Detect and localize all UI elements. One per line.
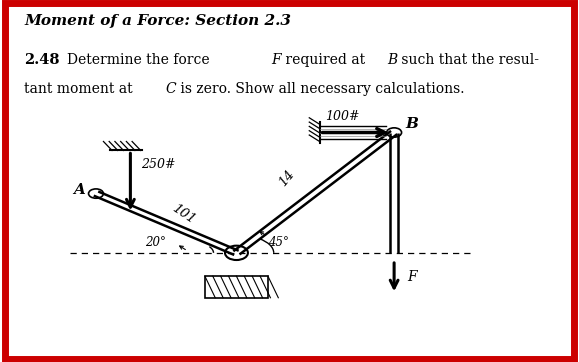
Text: F: F <box>271 54 280 67</box>
Text: Moment of a Force: Section 2.3: Moment of a Force: Section 2.3 <box>24 14 291 28</box>
Text: C: C <box>239 278 250 292</box>
Text: A: A <box>73 183 85 197</box>
Text: tant moment at: tant moment at <box>24 82 137 96</box>
Text: 100#: 100# <box>325 110 360 123</box>
Text: 14: 14 <box>276 168 297 189</box>
Text: Determine the force: Determine the force <box>67 54 214 67</box>
Text: 250#: 250# <box>141 158 175 171</box>
Text: 101: 101 <box>170 202 197 227</box>
Text: 45°: 45° <box>268 236 289 249</box>
Bar <box>205 276 268 298</box>
Text: B: B <box>387 54 398 67</box>
Text: 2.48: 2.48 <box>24 54 60 67</box>
Text: required at: required at <box>281 54 369 67</box>
Text: 20°: 20° <box>145 236 166 249</box>
Text: is zero. Show all necessary calculations.: is zero. Show all necessary calculations… <box>175 82 464 96</box>
Text: F: F <box>406 270 416 284</box>
Text: such that the resul-: such that the resul- <box>397 54 539 67</box>
Text: B: B <box>405 117 419 131</box>
Text: C: C <box>166 82 177 96</box>
